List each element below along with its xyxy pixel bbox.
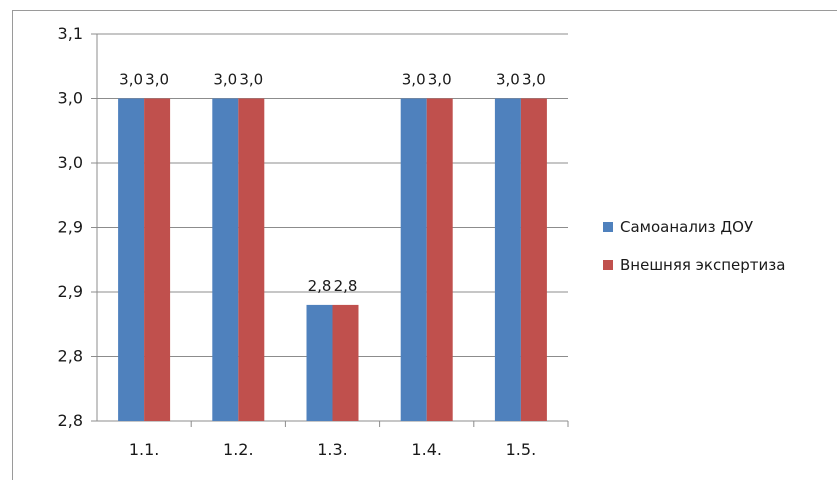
legend-swatch	[603, 260, 613, 270]
data-label: 3,0	[428, 71, 452, 89]
y-tick-label: 2,8	[58, 411, 83, 430]
bar	[118, 98, 145, 421]
data-label: 3,0	[496, 71, 520, 89]
data-label: 3,0	[145, 71, 169, 89]
x-tick-label: 1.2.	[223, 440, 254, 459]
bar	[212, 98, 239, 421]
data-label: 3,0	[522, 71, 546, 89]
legend-label: Внешняя экспертиза	[620, 256, 785, 274]
y-tick-label: 2,9	[58, 282, 83, 301]
bar	[494, 98, 521, 421]
data-label: 3,0	[402, 71, 426, 89]
x-tick-label: 1.3.	[317, 440, 348, 459]
data-label: 3,0	[119, 71, 143, 89]
bar	[238, 98, 265, 421]
data-label: 3,0	[213, 71, 237, 89]
bar	[144, 98, 171, 421]
bar	[520, 98, 547, 421]
bar	[332, 304, 359, 421]
bar	[306, 304, 333, 421]
y-tick-label: 3,0	[58, 89, 83, 108]
bar	[426, 98, 453, 421]
y-tick-label: 3,0	[58, 153, 83, 172]
data-label: 2,8	[334, 277, 358, 295]
x-tick-label: 1.5.	[506, 440, 537, 459]
y-tick-label: 2,9	[58, 218, 83, 237]
bar-chart: 2,82,82,92,93,03,03,13,0 3,01.1.3,0 3,01.2…	[58, 24, 786, 459]
data-label: 2,8	[308, 277, 332, 295]
chart-frame: 2,8 2,8 2,9 2,9 3,0 3,0 3,1 3,0 3,0 1.1. 3,0 3,0 1.2…	[12, 10, 837, 480]
x-tick-label: 1.4.	[411, 440, 442, 459]
legend-swatch	[603, 222, 613, 232]
y-tick-label: 3,1	[58, 24, 83, 43]
data-label: 3,0	[239, 71, 263, 89]
bar	[400, 98, 427, 421]
legend-label: Самоанализ ДОУ	[620, 218, 753, 236]
y-tick-label: 2,8	[58, 347, 83, 366]
x-tick-label: 1.1.	[129, 440, 160, 459]
